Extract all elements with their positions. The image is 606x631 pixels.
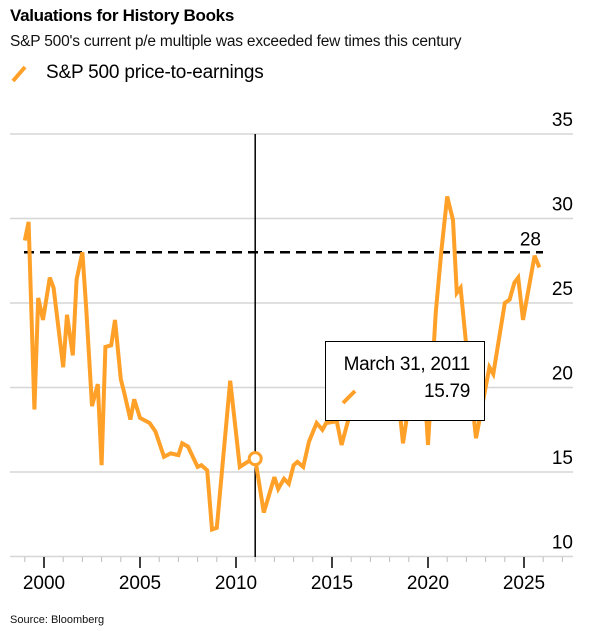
reference-line-label: 28 (520, 229, 541, 250)
chart-subtitle: S&P 500's current p/e multiple was excee… (10, 33, 462, 50)
gridlines (10, 133, 573, 558)
y-tick-label-15: 15 (552, 448, 573, 469)
tooltip: March 31, 2011 15.79 (325, 341, 485, 421)
tooltip-date: March 31, 2011 (343, 354, 471, 375)
x-tick-label-2005: 2005 (119, 573, 161, 594)
y-tick-label-25: 25 (552, 279, 573, 300)
x-tick-label-2010: 2010 (215, 573, 257, 594)
series-line-sp500-pe[interactable] (22, 196, 542, 533)
x-tick-label-2000: 2000 (23, 573, 65, 594)
chart-title: Valuations for History Books (10, 6, 234, 25)
legend-swatch-line (11, 65, 27, 83)
y-tick-label-35: 35 (552, 110, 573, 131)
orange-line-swatch-icon (341, 389, 357, 405)
y-axis-ticks: 10 15 20 25 30 35 (552, 110, 573, 554)
orange-line-swatch-icon (11, 65, 27, 83)
legend-label: S&P 500 price-to-earnings (46, 62, 264, 83)
x-axis: 2000 2005 2010 2015 2020 2025 (23, 557, 563, 594)
x-tick-label-2015: 2015 (311, 573, 353, 594)
y-tick-label-10: 10 (552, 533, 573, 554)
tooltip-swatch-line (341, 389, 357, 405)
x-tick-label-2020: 2020 (407, 573, 449, 594)
highlight-marker[interactable] (247, 451, 263, 467)
legend: S&P 500 price-to-earnings (10, 62, 264, 84)
y-tick-label-20: 20 (552, 364, 573, 385)
y-tick-label-30: 30 (552, 195, 573, 216)
x-tick-label-2025: 2025 (503, 573, 545, 594)
tooltip-value: 15.79 (423, 381, 470, 402)
source-note: Source: Bloomberg (10, 614, 105, 626)
